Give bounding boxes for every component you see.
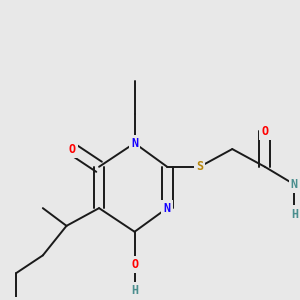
Text: S: S <box>196 160 203 173</box>
Text: O: O <box>261 125 268 138</box>
Text: H: H <box>131 284 138 297</box>
Text: N: N <box>164 202 171 214</box>
Text: O: O <box>69 142 76 156</box>
Text: H: H <box>291 208 298 220</box>
Text: N: N <box>131 137 138 150</box>
Text: O: O <box>131 258 138 271</box>
Text: N: N <box>291 178 298 191</box>
